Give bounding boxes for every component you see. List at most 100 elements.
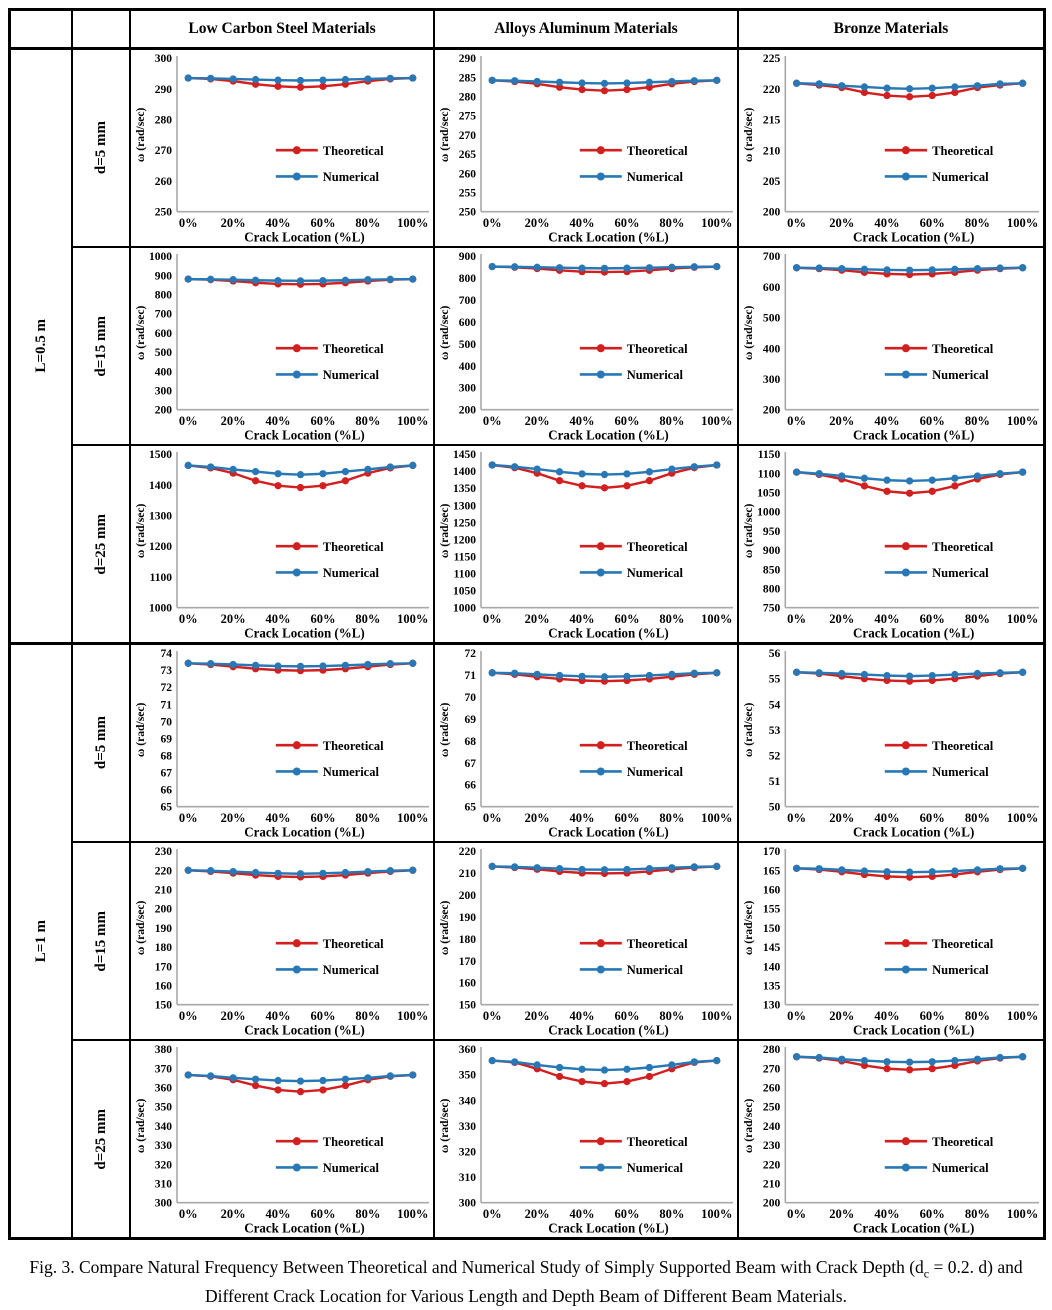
y-axis-title: ω (rad/sec) — [742, 702, 755, 757]
y-tick-label: 150 — [459, 999, 476, 1012]
chart-aluminum-L1-d15: 150 160 170 180 190 200 210 220 ω (rad/sec) 0% 20%… — [435, 843, 739, 1039]
legend: Theoretical Numerical — [884, 540, 994, 580]
header-alloys-aluminum: Alloys Aluminum Materials — [435, 11, 739, 47]
x-tick-label: 0% — [483, 414, 502, 428]
series-numerical — [184, 275, 417, 285]
x-tick-label: 80% — [659, 811, 684, 825]
legend-label: Theoretical — [932, 144, 994, 158]
y-tick-label: 130 — [763, 999, 781, 1012]
figure-table: Low Carbon Steel Materials Alloys Alumin… — [8, 8, 1046, 1240]
chart-svg: 150 160 170 180 190 200 210 220 230 ω (rad/sec) 0%… — [134, 845, 429, 1037]
x-tick-label: 0% — [179, 1009, 198, 1023]
legend-label: Numerical — [627, 765, 684, 779]
chart-bronze-L1-d5: 50 51 52 53 54 55 56 ω (rad/sec) 0% 20% 40% 60% 80% 1… — [739, 645, 1043, 841]
x-tick-label: 40% — [570, 414, 595, 428]
legend: Theoretical Numerical — [884, 144, 994, 184]
y-tick-label: 310 — [155, 1177, 172, 1190]
series-numerical — [792, 864, 1027, 876]
y-tick-label: 67 — [465, 757, 477, 770]
x-tick-label: 60% — [614, 414, 639, 428]
x-tick-label: 100% — [1007, 811, 1038, 825]
legend-label: Theoretical — [932, 540, 994, 554]
x-tick-label: 20% — [829, 612, 854, 626]
y-tick-label: 280 — [155, 113, 172, 126]
x-tick-label: 0% — [483, 811, 502, 825]
legend-label: Theoretical — [932, 1135, 994, 1149]
legend: Theoretical Numerical — [275, 937, 384, 977]
x-tick-label: 80% — [355, 1009, 380, 1023]
x-tick-label: 40% — [266, 612, 291, 626]
y-tick-label: 70 — [465, 691, 477, 704]
legend: Theoretical Numerical — [579, 1135, 688, 1175]
x-tick-label: 100% — [397, 1207, 428, 1221]
legend: Theoretical Numerical — [275, 342, 384, 382]
series-numerical — [792, 79, 1027, 93]
group-label-L0.5m: L=0.5 m — [11, 50, 73, 642]
y-tick-label: 285 — [459, 71, 476, 84]
chart-bronze-L1-d15: 130 135 140 145 150 155 160 165 170 ω (rad/sec) 0%… — [739, 843, 1043, 1039]
x-axis-title: Crack Location (%L) — [853, 625, 974, 640]
y-tick-label: 600 — [155, 327, 172, 340]
depth-label: d=25 mm — [92, 513, 109, 575]
legend-label: Numerical — [932, 368, 989, 382]
y-tick-label: 70 — [161, 715, 173, 728]
x-tick-label: 80% — [355, 811, 380, 825]
y-tick-label: 370 — [155, 1062, 172, 1075]
y-tick-label: 275 — [459, 110, 476, 123]
legend: Theoretical Numerical — [579, 739, 688, 779]
y-tick-label: 500 — [763, 312, 781, 325]
x-tick-label: 80% — [965, 1009, 990, 1023]
y-axis-title: ω (rad/sec) — [134, 702, 147, 757]
x-axis-title: Crack Location (%L) — [244, 824, 364, 839]
y-tick-label: 135 — [763, 979, 781, 992]
depth-label: d=15 mm — [92, 910, 109, 972]
x-tick-label: 0% — [483, 216, 502, 230]
depth-label-cell: d=25 mm — [73, 1041, 131, 1237]
y-tick-label: 1200 — [149, 540, 172, 553]
x-tick-label: 0% — [787, 612, 806, 626]
legend-label: Theoretical — [932, 342, 994, 356]
x-tick-label: 0% — [179, 216, 198, 230]
y-tick-label: 220 — [459, 845, 476, 858]
legend-label: Numerical — [323, 566, 380, 580]
y-tick-label: 800 — [155, 288, 172, 301]
x-tick-label: 40% — [570, 1207, 595, 1221]
y-axis-title: ω (rad/sec) — [742, 900, 755, 955]
y-tick-label: 700 — [155, 308, 172, 321]
y-tick-label: 330 — [459, 1120, 476, 1133]
y-tick-label: 220 — [763, 1158, 781, 1171]
chart-svg: 250 255 260 265 270 275 280 285 290 ω (rad/sec) 0%… — [438, 52, 733, 244]
x-tick-label: 40% — [266, 1207, 291, 1221]
x-tick-label: 80% — [965, 414, 990, 428]
x-tick-label: 20% — [221, 1009, 246, 1023]
row-L0.5-d25: d=25 mm 1000 1100 1200 1300 1400 1500 ω (rad/s… — [73, 446, 1043, 642]
header-row: Low Carbon Steel Materials Alloys Alumin… — [11, 11, 1043, 50]
y-tick-label: 850 — [763, 563, 781, 576]
x-tick-label: 60% — [614, 216, 639, 230]
legend-label: Numerical — [932, 566, 989, 580]
x-tick-label: 0% — [179, 811, 198, 825]
row-L1-d25: d=25 mm 300 310 320 330 340 350 360 370 380 ω (ra… — [73, 1041, 1043, 1237]
x-tick-label: 80% — [659, 1207, 684, 1221]
y-tick-label: 200 — [763, 404, 781, 417]
y-tick-label: 73 — [161, 664, 173, 677]
y-tick-label: 160 — [763, 883, 781, 896]
y-tick-label: 1350 — [453, 482, 476, 495]
x-tick-label: 80% — [965, 811, 990, 825]
x-tick-label: 20% — [221, 216, 246, 230]
x-tick-label: 100% — [701, 414, 732, 428]
y-axis-title: ω (rad/sec) — [438, 305, 451, 360]
legend-label: Numerical — [932, 1161, 989, 1175]
y-tick-label: 74 — [161, 647, 173, 660]
y-tick-label: 260 — [459, 167, 476, 180]
chart-aluminum-L0.5-d25: 1000 1050 1100 1150 1200 1250 1300 1350 1400 1450… — [435, 446, 739, 642]
x-tick-label: 20% — [525, 811, 550, 825]
x-tick-label: 60% — [920, 612, 945, 626]
y-axis-title: ω (rad/sec) — [134, 107, 147, 162]
chart-steel-L0.5-d25: 1000 1100 1200 1300 1400 1500 ω (rad/sec) 0% 20%… — [131, 446, 435, 642]
legend-label: Theoretical — [323, 342, 384, 356]
y-tick-label: 210 — [155, 883, 172, 896]
y-tick-label: 900 — [763, 544, 781, 557]
y-tick-label: 1000 — [149, 250, 172, 263]
x-tick-label: 80% — [659, 414, 684, 428]
